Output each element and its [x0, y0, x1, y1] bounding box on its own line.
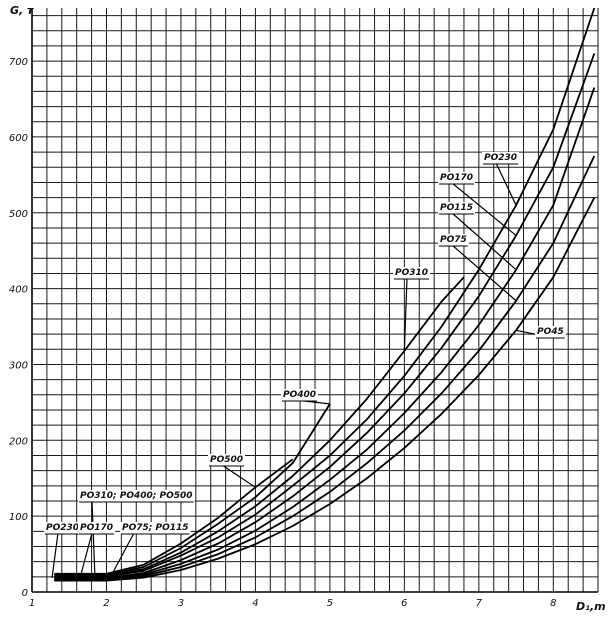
curve-label-bg	[120, 522, 191, 534]
x-tick-label: 3	[178, 598, 184, 609]
leader-line	[221, 464, 256, 488]
y-tick-label: 100	[9, 512, 28, 523]
curve-label: PO170	[440, 173, 473, 183]
series-group	[54, 7, 596, 582]
y-tick-label: 400	[9, 285, 28, 296]
curve-label: PO115	[440, 203, 473, 213]
x-axis-label: D₁,m	[576, 600, 606, 613]
x-tick-label: 4	[252, 598, 258, 609]
curve-label-bg	[438, 202, 476, 214]
y-tick-label: 0	[22, 588, 28, 599]
labels-group: PO230PO170PO115PO75PO45PO310PO400PO500PO…	[44, 152, 566, 579]
leader-line	[451, 212, 517, 271]
x-tick-label: 7	[476, 598, 483, 609]
curve-label: PO45	[537, 327, 564, 337]
curve-label: PO230	[484, 153, 517, 163]
curve-label: PO400	[283, 390, 316, 400]
curve-label-bg	[78, 522, 116, 534]
axes: 1 2 3 4 5 6 7 8 0 100 200 300 400 500 600 700	[9, 8, 598, 609]
leader-line	[109, 532, 135, 579]
curve-label: PO310; PO400; PO500	[80, 491, 193, 501]
x-tick-label: 1	[29, 598, 35, 609]
x-tick-label: 6	[401, 598, 407, 609]
curve-label: PO500	[210, 455, 243, 465]
leader-line	[403, 277, 408, 351]
curve-label-bg	[78, 490, 195, 502]
x-tick-label: 5	[327, 598, 333, 609]
series-line-po115	[54, 87, 596, 580]
series-line-po45	[54, 197, 596, 582]
y-tick-label: 200	[9, 436, 28, 447]
leader-line	[91, 500, 96, 579]
leader-line	[79, 532, 93, 579]
y-axis-label: G, т	[10, 4, 34, 17]
series-line-po170	[54, 53, 596, 580]
curve-label-bg	[482, 152, 520, 164]
leader-line	[51, 532, 59, 579]
y-tick-label: 500	[9, 209, 28, 220]
curve-label: PO170	[80, 523, 113, 533]
curve-label: PO230	[46, 523, 79, 533]
curve-label-bg	[535, 326, 566, 338]
curve-label: PO310	[395, 268, 428, 278]
curve-label-bg	[44, 522, 82, 534]
x-tick-label: 2	[103, 598, 109, 609]
x-tick-label: 8	[550, 598, 556, 609]
y-tick-label: 700	[9, 57, 28, 68]
leader-line	[451, 244, 517, 302]
y-tick-label: 300	[9, 360, 28, 371]
series-line-po75	[54, 155, 596, 581]
curve-label-bg	[281, 389, 319, 401]
curve-label-bg	[208, 454, 246, 466]
series-line-po310	[54, 276, 465, 577]
curve-label: PO75; PO115	[122, 523, 189, 533]
curve-label: PO75	[440, 235, 467, 245]
curve-label-bg	[438, 172, 476, 184]
leader-line	[495, 162, 517, 206]
y-tick-label: 600	[9, 133, 28, 144]
leader-line	[451, 182, 517, 236]
curve-label-bg	[438, 234, 469, 246]
curve-label-bg	[393, 267, 431, 279]
series-line-po230	[54, 7, 596, 578]
